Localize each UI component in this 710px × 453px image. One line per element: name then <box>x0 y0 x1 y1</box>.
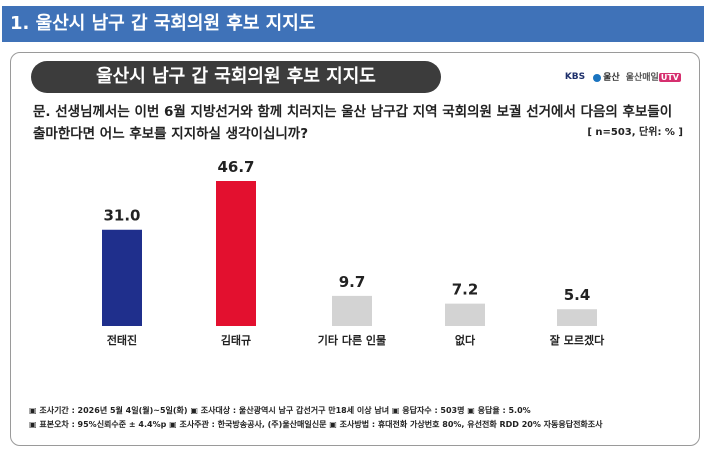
broadcaster-logos: KBS 울산 울산매일 UTV <box>565 70 681 83</box>
survey-question: 문. 선생님께서는 이번 6월 지방선거와 함께 치러지는 울산 남구갑 지역 … <box>33 104 673 142</box>
chart-title: 울산시 남구 갑 국회의원 후보 지지도 <box>31 61 441 93</box>
category-label-4: 잘 모르겠다 <box>550 333 605 347</box>
kbs-logo: KBS <box>564 71 586 82</box>
footnote-line-1: ▣ 조사기간 : 2026년 5월 4일(월)~5일(화) ▣ 조사대상 : 울… <box>29 406 531 415</box>
category-label-1: 김태규 <box>221 333 251 347</box>
value-label-4: 5.4 <box>564 286 591 304</box>
footnote-line-2: ▣ 표본오차 : 95%신뢰수준 ± 4.4%p ▣ 조사주관 : 한국방송공사… <box>29 420 603 429</box>
section-header: 1. 울산시 남구 갑 국회의원 후보 지지도 <box>2 6 704 42</box>
value-label-3: 7.2 <box>452 281 479 299</box>
bar-4 <box>557 309 597 326</box>
utv-logo: UTV <box>658 73 681 82</box>
value-label-1: 46.7 <box>217 158 254 176</box>
bar-3 <box>445 303 485 326</box>
survey-footnotes: ▣ 조사기간 : 2026년 5월 4일(월)~5일(화) ▣ 조사대상 : 울… <box>29 404 694 432</box>
category-label-3: 없다 <box>455 333 476 347</box>
kbs-dot-icon <box>593 73 602 82</box>
bar-0 <box>102 229 142 326</box>
ulsan-maeil-logo: 울산매일 UTV <box>625 73 681 83</box>
bar-2 <box>332 295 372 326</box>
value-label-2: 9.7 <box>339 273 366 291</box>
category-label-0: 전태진 <box>107 333 137 347</box>
bar-1 <box>216 181 256 326</box>
ulsan-logo: 울산 <box>591 70 620 83</box>
category-label-2: 기타 다른 인물 <box>318 333 386 347</box>
value-label-0: 31.0 <box>103 207 140 225</box>
sample-note: [ n=503, 단위: % ] <box>587 127 683 138</box>
